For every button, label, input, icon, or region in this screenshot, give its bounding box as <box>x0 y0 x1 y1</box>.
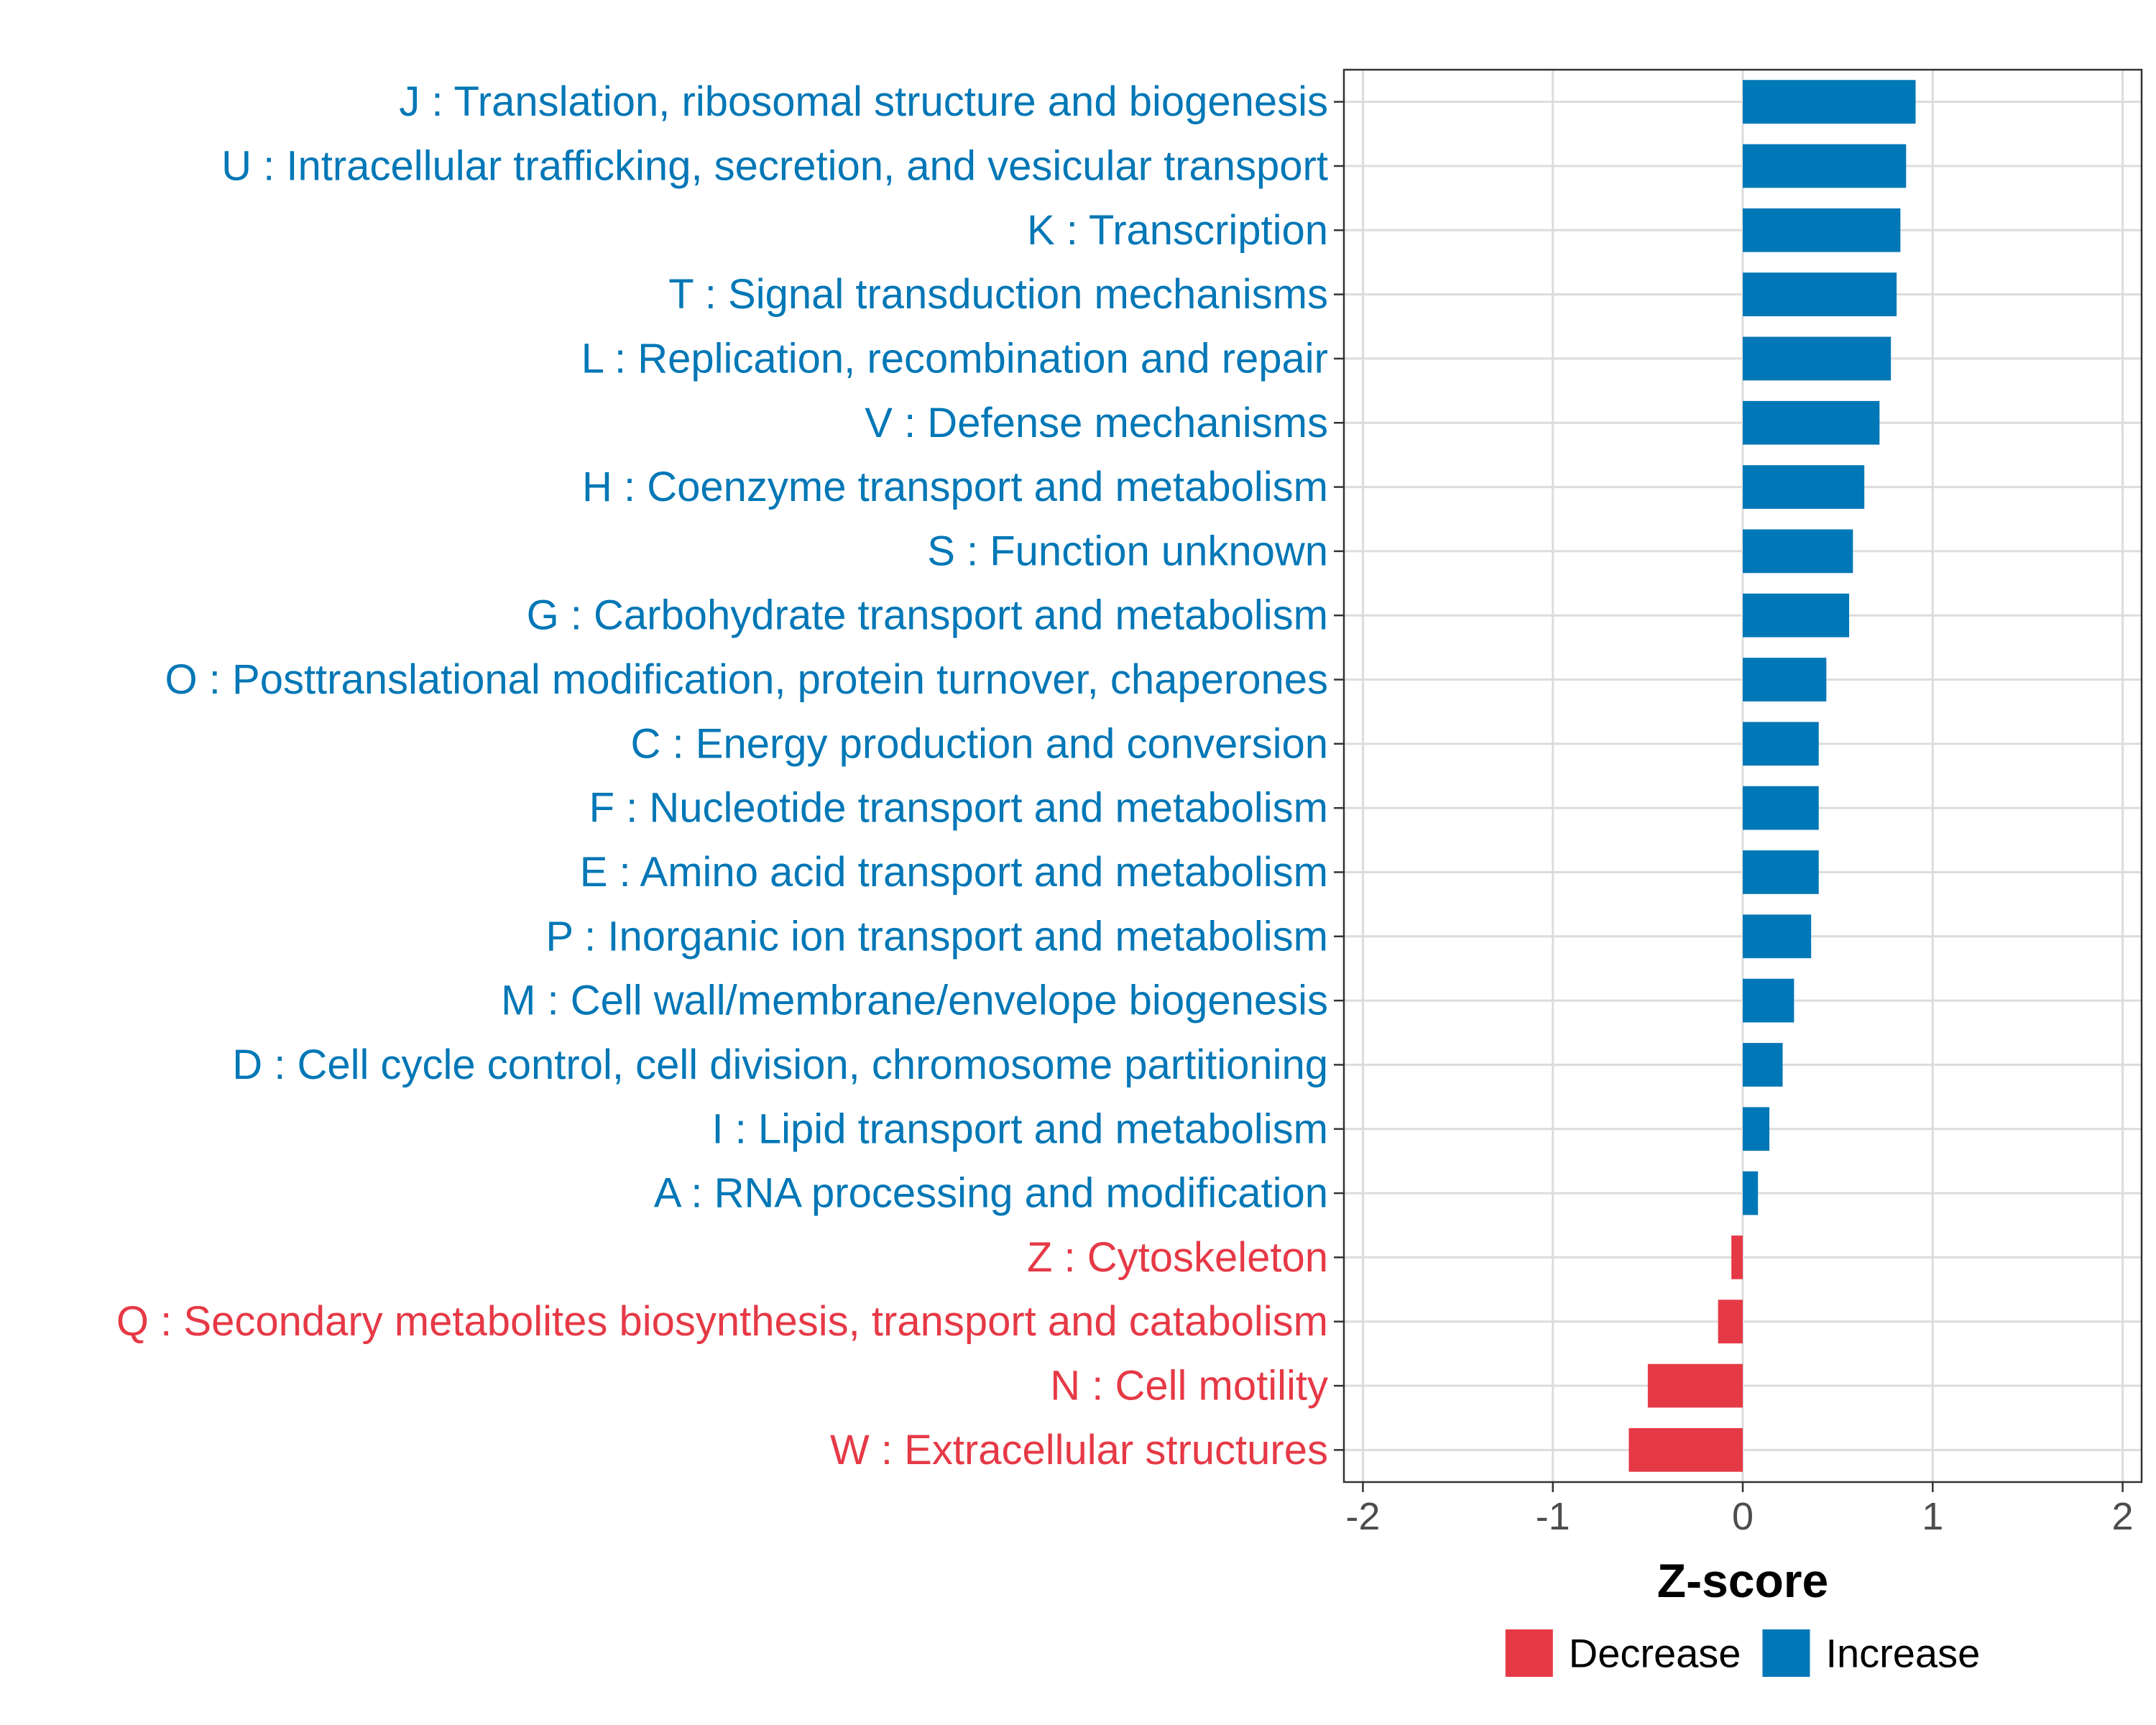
category-label: K : Transcription <box>1027 207 1328 254</box>
bar <box>1743 1171 1759 1215</box>
x-tick-label: -1 <box>1536 1495 1570 1538</box>
category-label: U : Intracellular trafficking, secretion… <box>221 142 1328 189</box>
bar <box>1743 400 1880 445</box>
category-label: N : Cell motility <box>1050 1363 1328 1409</box>
category-label: H : Coenzyme transport and metabolism <box>582 464 1328 510</box>
category-label: M : Cell wall/membrane/envelope biogenes… <box>501 978 1328 1024</box>
y-axis: J : Translation, ribosomal structure and… <box>116 78 1344 1473</box>
legend-swatch <box>1762 1629 1810 1677</box>
legend-item: Increase <box>1762 1629 1980 1677</box>
category-label: F : Nucleotide transport and metabolism <box>589 785 1328 832</box>
bar <box>1743 336 1892 381</box>
category-label: W : Extracellular structures <box>830 1427 1328 1473</box>
bar <box>1743 786 1819 830</box>
x-axis: -2 -1 0 1 2 <box>1345 1482 2134 1538</box>
category-label: Q : Secondary metabolites biosynthesis, … <box>116 1298 1328 1345</box>
bar <box>1718 1300 1743 1344</box>
bar <box>1743 80 1916 124</box>
bar <box>1743 658 1827 702</box>
bar <box>1743 850 1819 894</box>
category-label: Z : Cytoskeleton <box>1027 1234 1328 1281</box>
legend-item: Decrease <box>1505 1629 1741 1677</box>
x-tick-label: 1 <box>1922 1495 1943 1538</box>
category-label: S : Function unknown <box>927 528 1328 574</box>
category-label: A : RNA processing and modification <box>654 1170 1328 1217</box>
category-label: P : Inorganic ion transport and metaboli… <box>545 913 1328 960</box>
bar <box>1647 1363 1743 1408</box>
bar <box>1743 208 1901 252</box>
bar <box>1743 1043 1783 1087</box>
bar <box>1743 722 1819 766</box>
category-label: E : Amino acid transport and metabolism <box>580 849 1328 896</box>
bar <box>1743 1107 1769 1151</box>
bar <box>1743 144 1907 188</box>
legend-label: Decrease <box>1569 1631 1741 1676</box>
x-tick-label: 0 <box>1732 1495 1754 1538</box>
category-label: V : Defense mechanisms <box>865 400 1328 446</box>
bar <box>1743 593 1849 638</box>
category-label: I : Lipid transport and metabolism <box>711 1105 1328 1152</box>
bar <box>1743 978 1795 1023</box>
legend-swatch <box>1505 1629 1553 1677</box>
category-label: C : Energy production and conversion <box>631 720 1328 767</box>
bar <box>1743 465 1865 509</box>
category-label: T : Signal transduction mechanisms <box>668 271 1328 318</box>
category-label: D : Cell cycle control, cell division, c… <box>232 1041 1328 1088</box>
bar <box>1628 1427 1743 1472</box>
category-label: O : Posttranslational modification, prot… <box>165 656 1328 703</box>
bar <box>1731 1236 1743 1279</box>
bar <box>1743 272 1897 316</box>
bar <box>1743 529 1853 574</box>
x-axis-title: Z-score <box>1657 1554 1828 1607</box>
category-label: G : Carbohydrate transport and metabolis… <box>527 592 1328 639</box>
category-label: J : Translation, ribosomal structure and… <box>399 78 1328 125</box>
legend-label: Increase <box>1825 1631 1980 1676</box>
legend: Decrease Increase <box>1505 1629 1980 1677</box>
bars <box>1628 80 1916 1472</box>
bar <box>1743 914 1812 959</box>
x-tick-label: -2 <box>1345 1495 1380 1538</box>
x-tick-label: 2 <box>2112 1495 2134 1538</box>
category-label: L : Replication, recombination and repai… <box>581 335 1328 382</box>
